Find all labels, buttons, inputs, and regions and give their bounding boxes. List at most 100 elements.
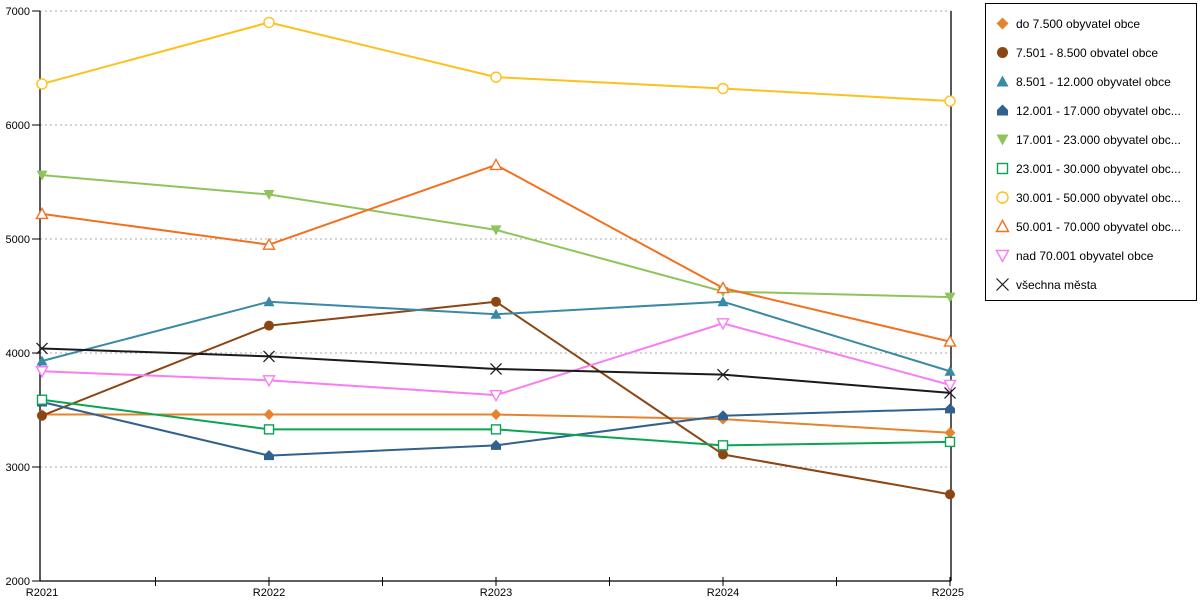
series-marker-x xyxy=(944,386,956,399)
triangle-up-icon xyxy=(996,75,1009,87)
x-tick-label: R2023 xyxy=(480,587,512,599)
legend-item-7[interactable]: 50.001 - 70.000 obyvatel obc... xyxy=(986,212,1196,241)
series-line xyxy=(41,322,951,397)
series-marker-circle-open xyxy=(490,71,502,83)
series-marker-triangle-up xyxy=(944,365,956,376)
series-marker-x xyxy=(996,278,1009,291)
series-marker-triangle-up xyxy=(36,355,48,366)
series-marker-circle-open xyxy=(717,82,729,95)
series-marker-triangle-down xyxy=(996,134,1009,146)
series-marker-triangle-down xyxy=(263,190,275,201)
triangle-up-open-icon xyxy=(995,219,1010,233)
series-marker-square-open xyxy=(263,424,275,435)
series-marker-triangle-down-open xyxy=(262,375,276,388)
pentagon-icon xyxy=(997,104,1008,116)
series-marker-pentagon xyxy=(945,403,955,414)
series-triangle-down-open xyxy=(35,318,957,403)
series-marker-triangle-down-open xyxy=(489,389,503,403)
series-marker-pentagon xyxy=(264,450,274,461)
legend-item-2[interactable]: 8.501 - 12.000 obyvatel obce xyxy=(986,67,1196,96)
series-x xyxy=(36,342,956,399)
legend-label: 12.001 - 17.000 obyvatel obc... xyxy=(1016,103,1181,118)
legend-item-8[interactable]: nad 70.001 obyvatel obce xyxy=(986,241,1196,270)
x-icon xyxy=(996,278,1009,291)
diamond-icon xyxy=(996,17,1009,30)
series-marker-triangle-up-open xyxy=(943,334,957,347)
series-marker-x xyxy=(717,368,729,381)
series-marker-triangle-up xyxy=(996,75,1009,87)
y-tick-label: 7000 xyxy=(6,6,30,18)
y-tick-label: 2000 xyxy=(6,576,30,588)
legend-item-9[interactable]: všechna města xyxy=(986,270,1196,299)
series-marker-triangle-up xyxy=(490,308,502,319)
legend-label: 30.001 - 50.000 obyvatel obc... xyxy=(1016,190,1181,205)
legend-label: 50.001 - 70.000 obyvatel obc... xyxy=(1016,219,1181,234)
series-marker-triangle-down-open xyxy=(716,318,730,331)
series-marker-circle xyxy=(997,47,1008,58)
legend-item-5[interactable]: 23.001 - 30.000 obyvatel obc... xyxy=(986,154,1196,183)
series-marker-triangle-up-open xyxy=(489,157,503,171)
legend-label: všechna města xyxy=(1016,277,1097,292)
series-marker-triangle-down xyxy=(490,225,502,236)
series-marker-square-open xyxy=(36,394,48,405)
legend-item-1[interactable]: 7.501 - 8.500 obvatel obce xyxy=(986,38,1196,67)
x-tick-label: R2022 xyxy=(253,587,285,599)
x-tick-label: R2024 xyxy=(707,587,739,599)
series-marker-pentagon xyxy=(491,439,501,450)
series-marker-diamond xyxy=(263,409,275,421)
series-marker-triangle-up-open xyxy=(35,206,49,220)
series-marker-circle-open xyxy=(263,16,275,29)
series-marker-triangle-down-open xyxy=(995,249,1010,263)
legend: do 7.500 obyvatel obce 7.501 - 8.500 obva… xyxy=(985,3,1197,301)
series-line xyxy=(41,347,951,394)
series-marker-triangle-up-open xyxy=(995,219,1010,233)
legend-label: 7.501 - 8.500 obvatel obce xyxy=(1016,45,1159,60)
series-marker-circle-open xyxy=(36,78,48,90)
legend-item-6[interactable]: 30.001 - 50.000 obyvatel obc... xyxy=(986,183,1196,212)
series-marker-triangle-up xyxy=(263,296,275,307)
legend-label: 17.001 - 23.000 obyvatel obc... xyxy=(1016,132,1181,147)
series-marker-x xyxy=(263,350,275,363)
x-tick-label: R2021 xyxy=(26,587,58,599)
legend-label: nad 70.001 obyvatel obce xyxy=(1016,248,1154,263)
triangle-down-icon xyxy=(996,134,1009,146)
y-tick-label: 5000 xyxy=(6,234,30,246)
legend-item-0[interactable]: do 7.500 obyvatel obce xyxy=(986,9,1196,38)
legend-label: 8.501 - 12.000 obyvatel obce xyxy=(1016,74,1171,89)
series-marker-triangle-down xyxy=(944,292,956,303)
series-marker-pentagon xyxy=(997,104,1008,116)
series-marker-circle xyxy=(37,410,47,421)
series-marker-circle xyxy=(264,320,274,331)
series-marker-triangle-up xyxy=(717,296,729,307)
circle-icon xyxy=(997,47,1008,58)
series-marker-circle xyxy=(945,489,955,500)
series-marker-circle-open xyxy=(996,191,1009,204)
series-marker-square-open xyxy=(996,162,1009,175)
series-marker-x xyxy=(36,342,48,355)
series-marker-x xyxy=(490,363,502,375)
x-tick-label: R2025 xyxy=(932,587,964,599)
series-square-open xyxy=(36,394,956,451)
series-line xyxy=(41,398,951,447)
series-marker-square-open xyxy=(944,436,956,448)
series-marker-triangle-up-open xyxy=(716,281,730,294)
series-circle xyxy=(37,296,955,500)
series-marker-triangle-down-open xyxy=(35,366,49,379)
series-marker-diamond xyxy=(944,427,956,439)
series-line xyxy=(41,21,951,103)
legend-item-3[interactable]: 12.001 - 17.000 obyvatel obc... xyxy=(986,96,1196,125)
y-tick-label: 4000 xyxy=(6,348,30,360)
square-open-icon xyxy=(996,162,1009,175)
series-circle-open xyxy=(36,16,956,107)
series-triangle-down xyxy=(36,170,956,303)
legend-item-4[interactable]: 17.001 - 23.000 obyvatel obc... xyxy=(986,125,1196,154)
series-marker-pentagon xyxy=(718,410,728,421)
y-tick-label: 6000 xyxy=(6,120,30,132)
series-marker-triangle-down xyxy=(36,170,48,181)
triangle-down-open-icon xyxy=(995,249,1010,263)
series-triangle-up xyxy=(36,296,956,376)
y-tick-label: 3000 xyxy=(6,462,30,474)
series-marker-square-open xyxy=(490,424,502,435)
